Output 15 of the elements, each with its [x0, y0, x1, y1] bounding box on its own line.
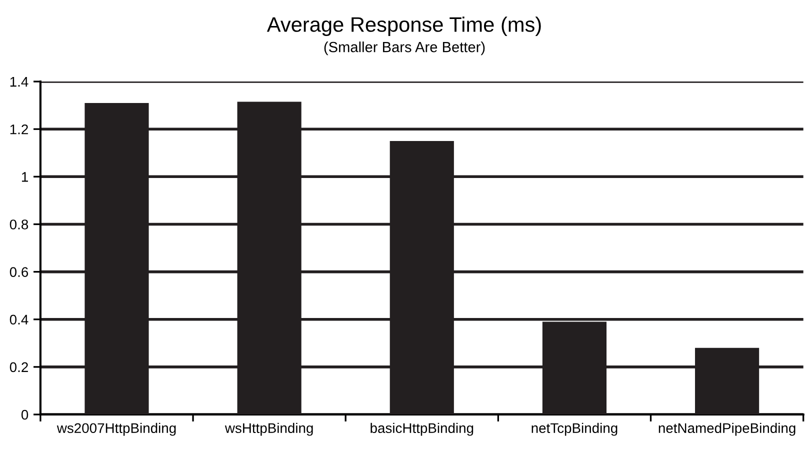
- chart-subtitle: (Smaller Bars Are Better): [324, 42, 485, 56]
- x-tick-label: ws2007HttpBinding: [56, 422, 176, 436]
- y-tick-label: 1.4: [10, 77, 28, 87]
- y-tick-label: 0.4: [10, 314, 28, 325]
- y-tick-label: 0.8: [10, 220, 28, 230]
- x-tick-label: basicHttpBinding: [370, 422, 474, 436]
- x-tick-label: netNamedPipeBinding: [658, 422, 796, 436]
- chart-title: Average Response Time (ms): [266, 16, 541, 36]
- x-tick-label: netTcpBinding: [532, 422, 618, 436]
- x-tick-label: wsHttpBinding: [224, 422, 313, 436]
- y-tick-label: 0: [21, 410, 28, 420]
- y-tick-label: 0.6: [10, 267, 28, 277]
- y-tick-label: 1.2: [10, 124, 28, 134]
- y-tick-label: 1: [22, 172, 28, 182]
- y-tick-label: 0.2: [10, 362, 28, 372]
